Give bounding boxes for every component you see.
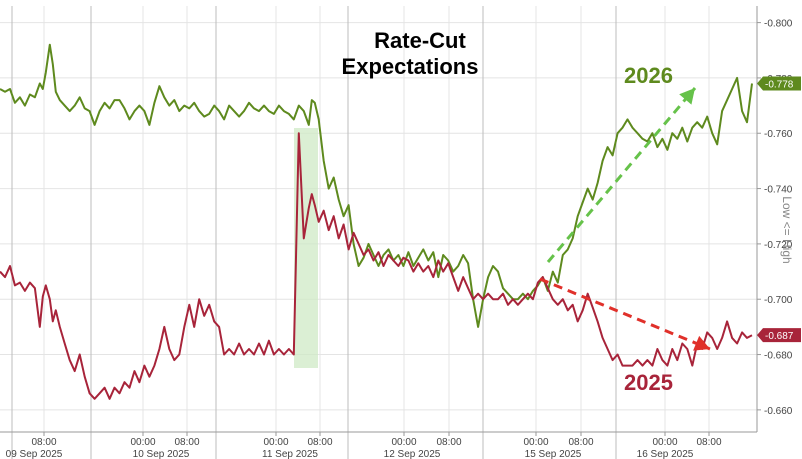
x-time-label: 08:00 — [696, 437, 721, 448]
x-time-label: 00:00 — [523, 437, 548, 448]
series-line-2025 — [0, 132, 753, 400]
arrow-2026-shaft — [546, 87, 697, 263]
y-axis-label: Low <= High — [780, 196, 794, 263]
y-tick-label: -0.700 — [764, 295, 793, 306]
x-day-label: 09 Sep 2025 — [6, 449, 63, 459]
x-day-label: 12 Sep 2025 — [384, 449, 441, 459]
annotation-2026: 2026 — [624, 63, 673, 88]
arrow-2025-shaft — [539, 277, 711, 351]
chart-title-line-2: Expectations — [342, 54, 479, 79]
day-dividers — [11, 6, 617, 459]
x-day-label: 15 Sep 2025 — [525, 449, 582, 459]
last-value-label-2025: -0.687 — [765, 331, 794, 342]
x-day-label: 16 Sep 2025 — [637, 449, 694, 459]
y-tick-label: -0.800 — [764, 19, 793, 30]
y-tick-label: -0.720 — [764, 240, 793, 251]
x-time-label: 08:00 — [568, 437, 593, 448]
x-day-label: 11 Sep 2025 — [262, 449, 318, 459]
x-day-label: 10 Sep 2025 — [133, 449, 190, 459]
x-time-label: 08:00 — [307, 437, 332, 448]
annotation-2025: 2025 — [624, 370, 673, 395]
series-line-2026 — [0, 43, 753, 328]
x-time-label: 08:00 — [436, 437, 461, 448]
y-tick-label: -0.760 — [764, 129, 793, 140]
arrow-2025-head — [693, 335, 710, 351]
y-tick-label: -0.740 — [764, 185, 793, 196]
x-time-label: 00:00 — [263, 437, 288, 448]
last-value-tag-2026 — [757, 76, 801, 91]
x-axis: 08:00 00:00 08:00 00:00 08:00 00:00 08:00 00:00… — [0, 431, 757, 459]
series-layer — [0, 43, 753, 400]
x-time-label: 08:00 — [31, 437, 56, 448]
y-axis: -0.800-0.780-0.760-0.740-0.720-0.700-0.6… — [756, 6, 801, 432]
last-value-tag-2025 — [757, 328, 801, 343]
trend-arrows — [539, 87, 711, 351]
y-tick-label: -0.660 — [764, 406, 793, 417]
x-time-label: 08:00 — [174, 437, 199, 448]
y-tick-label: -0.680 — [764, 351, 793, 362]
last-value-label-2026: -0.778 — [765, 79, 794, 90]
x-time-label: 00:00 — [130, 437, 155, 448]
chart-title-line-1: Rate-Cut — [374, 28, 466, 53]
arrow-2026-head — [679, 88, 695, 105]
x-time-label: 00:00 — [391, 437, 416, 448]
x-time-label: 00:00 — [652, 437, 677, 448]
